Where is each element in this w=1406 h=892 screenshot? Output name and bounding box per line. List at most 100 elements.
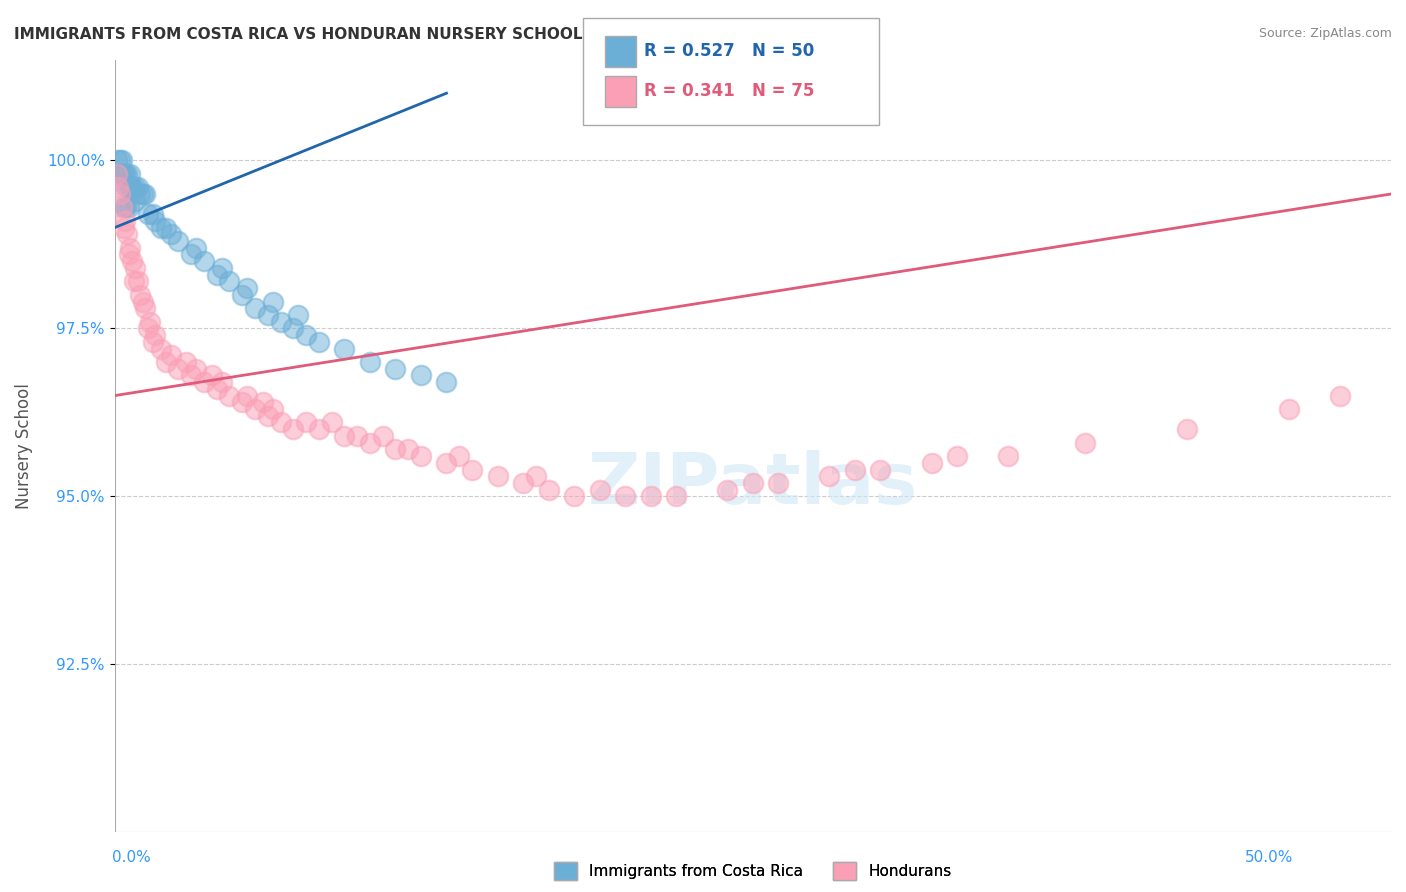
Point xyxy=(142,207,165,221)
Point xyxy=(149,220,172,235)
Point xyxy=(252,395,274,409)
Point xyxy=(117,227,139,242)
Point xyxy=(124,260,146,275)
Point xyxy=(159,348,181,362)
Point xyxy=(236,388,259,402)
Point xyxy=(997,449,1019,463)
Point xyxy=(115,201,138,215)
Text: IMMIGRANTS FROM COSTA RICA VS HONDURAN NURSERY SCHOOL CORRELATION CHART: IMMIGRANTS FROM COSTA RICA VS HONDURAN N… xyxy=(14,27,770,42)
Point xyxy=(768,475,790,490)
Point xyxy=(236,281,259,295)
Point xyxy=(121,254,143,268)
Point xyxy=(461,462,484,476)
Point xyxy=(201,368,224,383)
Point xyxy=(396,442,419,457)
Point xyxy=(270,315,292,329)
Point xyxy=(243,402,266,417)
Point xyxy=(167,361,190,376)
Point xyxy=(205,268,228,282)
Point xyxy=(136,207,159,221)
Text: R = 0.341   N = 75: R = 0.341 N = 75 xyxy=(644,82,814,100)
Point xyxy=(111,201,134,215)
Point xyxy=(131,186,153,201)
Point xyxy=(111,153,134,168)
Point xyxy=(333,342,356,356)
Point xyxy=(118,180,141,194)
Point xyxy=(436,456,458,470)
Point xyxy=(131,294,153,309)
Point xyxy=(129,287,152,301)
Point xyxy=(614,490,637,504)
Point xyxy=(105,167,128,181)
Legend: Immigrants from Costa Rica, Hondurans: Immigrants from Costa Rica, Hondurans xyxy=(548,855,957,887)
Point xyxy=(118,201,141,215)
Point xyxy=(262,402,284,417)
Point xyxy=(112,167,135,181)
Text: R = 0.527   N = 50: R = 0.527 N = 50 xyxy=(644,42,814,60)
Point xyxy=(869,462,891,476)
Point xyxy=(180,247,202,261)
Point xyxy=(112,220,135,235)
Point xyxy=(346,429,368,443)
Point xyxy=(844,462,866,476)
Text: ZIPatlas: ZIPatlas xyxy=(588,450,918,519)
Point xyxy=(295,328,318,343)
Point xyxy=(270,416,292,430)
Point xyxy=(359,435,381,450)
Point xyxy=(665,490,688,504)
Point xyxy=(384,442,406,457)
Point xyxy=(112,201,135,215)
Point xyxy=(122,274,145,288)
Point xyxy=(145,214,167,228)
Point xyxy=(107,167,129,181)
Point xyxy=(127,180,149,194)
Point xyxy=(524,469,547,483)
Point xyxy=(283,422,305,436)
Point xyxy=(321,416,343,430)
Point xyxy=(384,361,406,376)
Point xyxy=(139,315,162,329)
Point xyxy=(333,429,356,443)
Point xyxy=(231,287,253,301)
Point xyxy=(716,483,738,497)
Point xyxy=(218,274,240,288)
Point xyxy=(231,395,253,409)
Point xyxy=(211,260,233,275)
Point xyxy=(108,153,131,168)
Point xyxy=(174,355,197,369)
Point xyxy=(134,186,156,201)
Point xyxy=(409,368,432,383)
Point xyxy=(105,153,128,168)
Point xyxy=(436,375,458,389)
Point xyxy=(193,254,215,268)
Point xyxy=(124,180,146,194)
Point xyxy=(946,449,969,463)
Point xyxy=(121,180,143,194)
Text: Source: ZipAtlas.com: Source: ZipAtlas.com xyxy=(1258,27,1392,40)
Point xyxy=(167,234,190,248)
Text: 50.0%: 50.0% xyxy=(1246,850,1294,865)
Point xyxy=(409,449,432,463)
Point xyxy=(921,456,943,470)
Point xyxy=(256,409,278,423)
Point xyxy=(308,334,330,349)
Point xyxy=(256,308,278,322)
Point xyxy=(359,355,381,369)
Point xyxy=(134,301,156,316)
Point xyxy=(155,355,177,369)
Point xyxy=(741,475,763,490)
Point xyxy=(512,475,534,490)
Point xyxy=(186,361,208,376)
Point xyxy=(118,241,141,255)
Point xyxy=(588,483,610,497)
Point xyxy=(486,469,509,483)
Point xyxy=(1175,422,1198,436)
Point xyxy=(129,186,152,201)
Point xyxy=(145,328,167,343)
Point xyxy=(118,247,141,261)
Point xyxy=(371,429,394,443)
Point xyxy=(159,227,181,242)
Point xyxy=(818,469,841,483)
Point xyxy=(149,342,172,356)
Point xyxy=(308,422,330,436)
